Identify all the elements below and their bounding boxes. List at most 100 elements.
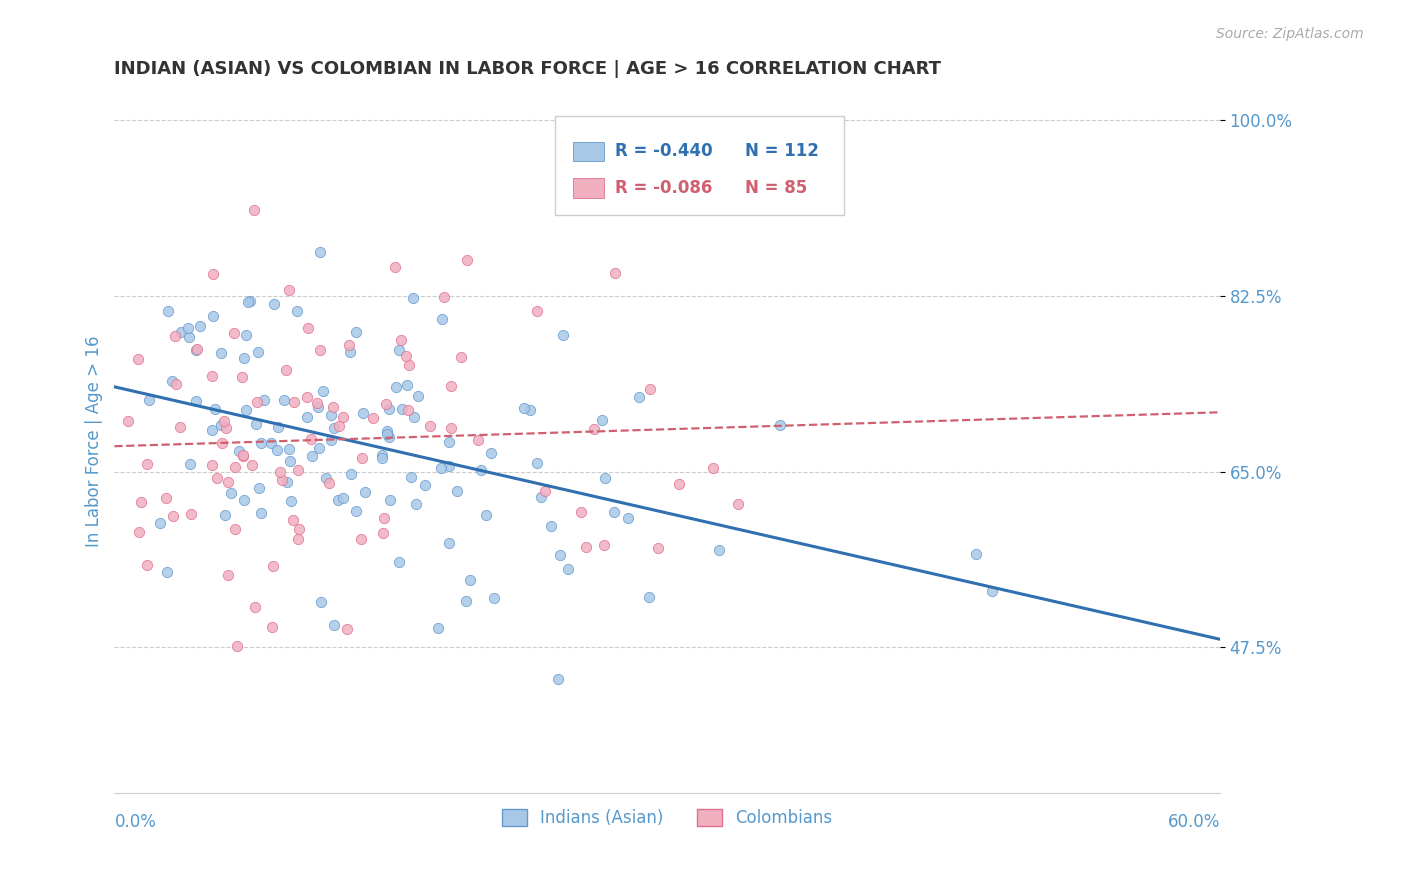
Point — [217, 475, 239, 489]
Point — [287, 533, 309, 547]
Point — [269, 465, 291, 479]
Point — [247, 481, 270, 495]
Point — [557, 562, 579, 576]
Point — [727, 497, 749, 511]
Legend: Indians (Asian), Colombians: Indians (Asian), Colombians — [495, 802, 839, 833]
Point — [638, 590, 661, 604]
Point — [328, 493, 350, 508]
Point — [405, 497, 427, 511]
Point — [202, 267, 225, 281]
Point — [965, 547, 987, 561]
Point — [177, 330, 200, 344]
Point — [479, 446, 502, 460]
Point — [311, 595, 333, 609]
Point — [395, 349, 418, 363]
Point — [437, 535, 460, 549]
Text: 0.0%: 0.0% — [114, 813, 156, 830]
Point — [162, 375, 184, 389]
Y-axis label: In Labor Force | Age > 16: In Labor Force | Age > 16 — [86, 335, 103, 547]
Point — [274, 363, 297, 377]
Point — [270, 473, 292, 487]
Point — [224, 459, 246, 474]
Point — [323, 618, 346, 632]
Point — [278, 283, 301, 297]
Point — [260, 436, 283, 450]
Point — [593, 538, 616, 552]
Point — [582, 422, 605, 436]
Point — [165, 376, 187, 391]
Point — [295, 410, 318, 425]
Point — [591, 413, 613, 427]
Point — [350, 451, 373, 466]
Point — [305, 396, 328, 410]
Point — [155, 491, 177, 506]
Point — [232, 449, 254, 463]
Point — [149, 516, 172, 530]
Point — [307, 400, 329, 414]
Point — [395, 377, 418, 392]
Point — [398, 359, 420, 373]
Point — [437, 434, 460, 449]
Point — [702, 461, 724, 475]
Point — [226, 639, 249, 653]
Point — [315, 471, 337, 485]
Point — [548, 548, 571, 562]
Point — [266, 443, 288, 458]
Point — [374, 397, 396, 411]
Point — [280, 494, 302, 508]
Point — [240, 458, 263, 473]
Point — [214, 508, 236, 523]
Point — [162, 508, 184, 523]
Point — [603, 266, 626, 280]
Point — [340, 467, 363, 482]
Point — [249, 507, 271, 521]
Point — [388, 343, 411, 358]
Point — [354, 485, 377, 500]
Point — [413, 478, 436, 492]
Point — [204, 401, 226, 416]
Point — [373, 526, 395, 541]
Point — [278, 453, 301, 467]
Point — [285, 304, 308, 318]
Point — [245, 417, 267, 431]
Point — [404, 409, 426, 424]
Point — [419, 419, 441, 434]
Point — [222, 326, 245, 340]
Point — [219, 486, 242, 500]
FancyBboxPatch shape — [574, 142, 605, 161]
Point — [128, 524, 150, 539]
Point — [135, 457, 157, 471]
Point — [309, 244, 332, 259]
Point — [482, 591, 505, 605]
Point — [389, 333, 412, 347]
Point — [318, 476, 340, 491]
Point — [350, 532, 373, 546]
Point — [375, 424, 398, 438]
Point — [242, 202, 264, 217]
Point — [201, 423, 224, 437]
Point — [391, 401, 413, 416]
Point — [513, 401, 536, 415]
Point — [288, 523, 311, 537]
Point — [169, 419, 191, 434]
Text: Source: ZipAtlas.com: Source: ZipAtlas.com — [1216, 27, 1364, 41]
Point — [437, 458, 460, 473]
Point — [603, 506, 626, 520]
Point — [319, 408, 342, 422]
Point — [569, 505, 592, 519]
Point — [283, 395, 305, 409]
Point — [138, 393, 160, 408]
Point — [402, 292, 425, 306]
Point — [344, 325, 367, 339]
Point — [371, 450, 394, 465]
Point — [180, 507, 202, 521]
Point — [308, 441, 330, 455]
Point — [460, 573, 482, 587]
Point — [470, 463, 492, 477]
Point — [176, 320, 198, 334]
Point — [336, 622, 359, 636]
Point — [467, 433, 489, 447]
Point — [245, 600, 267, 615]
Point — [446, 483, 468, 498]
Text: R = -0.086: R = -0.086 — [616, 179, 713, 197]
